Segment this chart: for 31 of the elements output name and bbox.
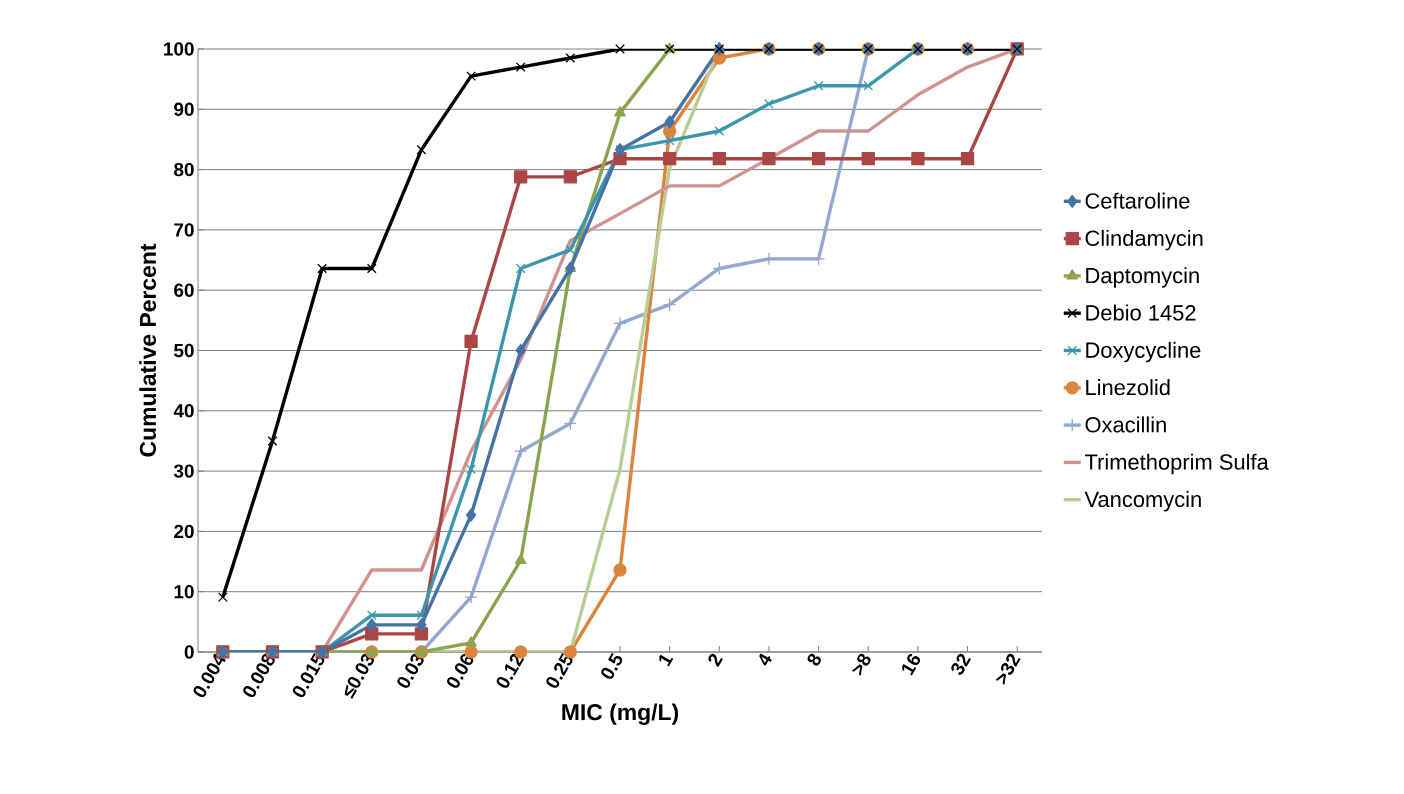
y-tick-label: 40 [173, 404, 194, 418]
x-tick-label: 0.5 [601, 652, 623, 679]
y-axis-title: Cumulative Percent [139, 243, 157, 457]
x-tick-label: 4 [759, 653, 772, 666]
x-tick-label: 8 [807, 653, 821, 666]
x-tick-label: 16 [902, 653, 921, 676]
y-tick-label: 0 [184, 645, 194, 659]
y-tick-label: 20 [174, 524, 194, 539]
x-tick-label: >8 [851, 653, 871, 676]
legend-label: Ceftaroline [1085, 192, 1190, 209]
x-tick-label: 2 [708, 653, 723, 667]
y-tick-label: 50 [174, 343, 194, 358]
x-tick-label: >32 [995, 653, 1021, 685]
y-tick-label: 10 [174, 585, 194, 599]
y-tick-label: 70 [174, 223, 194, 237]
legend-label: Vancomycin [1084, 491, 1201, 512]
y-tick-label: 30 [173, 464, 194, 478]
y-tick-label: 100 [164, 42, 194, 56]
y-tick-label: 90 [174, 102, 194, 116]
x-tick-label: 32 [951, 653, 972, 675]
legend-label: Debio 1452 [1086, 304, 1196, 321]
x-tick-label: 1 [659, 654, 674, 667]
legend-label: Trimethoprim Sulfa [1084, 453, 1269, 475]
legend-label: Daptomycin [1086, 267, 1199, 288]
legend-label: Clindamycin [1085, 229, 1203, 251]
y-tick-label: 80 [174, 162, 194, 177]
x-axis-title: MIC (mg/L) [562, 703, 679, 725]
y-tick-label: 60 [174, 283, 194, 297]
legend-label: Oxacillin [1085, 416, 1166, 433]
legend-label: Linezolid [1086, 379, 1170, 396]
legend-label: Doxycycline [1086, 341, 1201, 363]
